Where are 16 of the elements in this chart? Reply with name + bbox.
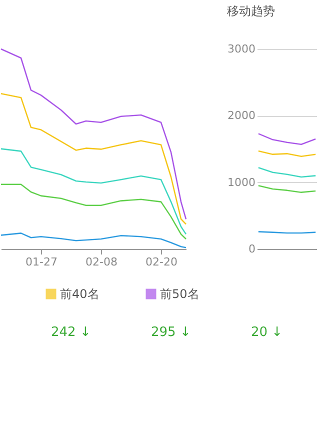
- x-tick-label: 02-08: [86, 256, 118, 268]
- y-tick-label: 1000: [228, 176, 256, 189]
- y-tick-label: 3000: [228, 42, 256, 56]
- x-tick-label: 01-27: [26, 256, 58, 268]
- y-tick-label: 2000: [228, 109, 256, 122]
- x-tick-label: 02-20: [146, 256, 178, 268]
- chart-title: 移动趋势: [227, 4, 276, 18]
- line-series: [258, 167, 316, 178]
- legend-label: 前50名: [160, 287, 200, 301]
- text: 20 ↓: [251, 325, 283, 340]
- line-series: [258, 185, 316, 193]
- line-series: [258, 133, 316, 145]
- legend-label: 前40名: [60, 287, 100, 301]
- text: 295 ↓: [151, 325, 191, 340]
- y-tick-label: 0: [248, 242, 256, 256]
- text: 242 ↓: [51, 325, 91, 340]
